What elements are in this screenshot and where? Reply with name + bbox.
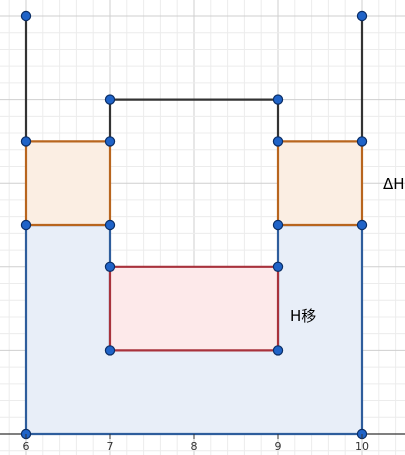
vertex-point (272, 261, 284, 272)
x-axis-ticks: 6 7 8 9 10 (23, 434, 369, 453)
outlines (24, 16, 364, 142)
x-tick-label: 10 (355, 440, 369, 453)
vertex-point (272, 219, 284, 231)
vertex-point (104, 219, 116, 231)
x-tick-label: 6 (23, 440, 30, 453)
x-tick-label: 8 (191, 440, 198, 453)
vertex-point (272, 136, 284, 147)
vertex-point (20, 219, 32, 231)
vertex-point (272, 345, 284, 356)
x-tick-label: 7 (107, 440, 114, 453)
h-move-label: H移 (290, 307, 316, 325)
vertex-point (356, 136, 368, 147)
vertex-point (104, 261, 116, 272)
vertex-point (356, 10, 368, 22)
regions (24, 140, 364, 436)
vertex-point (272, 94, 284, 105)
vertex-point (104, 136, 116, 147)
orange-region-right (276, 140, 364, 227)
outer-outline (108, 98, 280, 142)
orange-region-left (24, 140, 112, 227)
vertex-point (20, 136, 32, 147)
vertex-point (104, 94, 116, 105)
vertex-point (356, 219, 368, 231)
red-region (108, 265, 280, 352)
vertex-point (20, 10, 32, 22)
x-tick-label: 9 (275, 440, 282, 453)
delta-h-label: ΔH (383, 175, 405, 193)
vertex-point (104, 345, 116, 356)
